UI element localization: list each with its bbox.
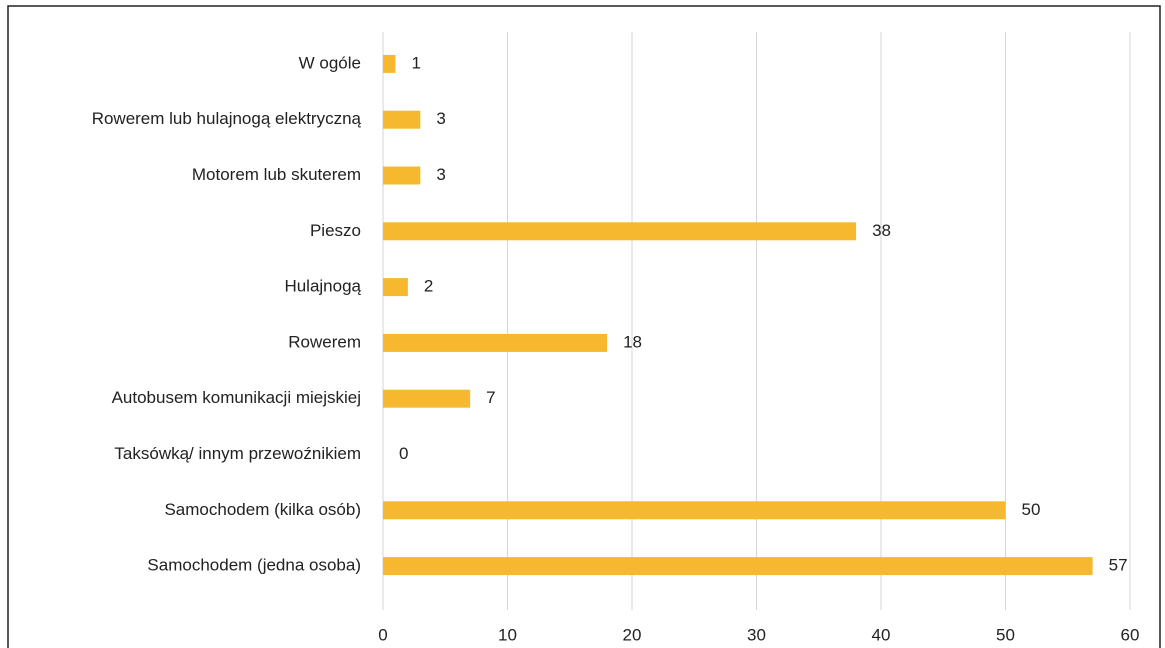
data-label: 3 — [436, 109, 445, 128]
data-label: 7 — [486, 388, 495, 407]
bar — [383, 110, 421, 129]
bar — [383, 333, 608, 352]
data-label: 57 — [1109, 556, 1128, 575]
y-tick-label: Autobusem komunikacji miejskiej — [112, 388, 361, 407]
data-label: 18 — [623, 332, 642, 351]
x-tick-label: 30 — [747, 625, 766, 644]
x-tick-label: 40 — [872, 625, 891, 644]
bar — [383, 166, 421, 185]
y-tick-label: Hulajnogą — [284, 277, 361, 296]
chart-frame — [7, 5, 1161, 648]
bar — [383, 557, 1093, 576]
y-tick-label: Samochodem (kilka osób) — [164, 500, 361, 519]
data-label: 1 — [411, 53, 420, 72]
data-label: 2 — [424, 277, 433, 296]
y-tick-label: Rowerem — [288, 332, 361, 351]
data-label: 50 — [1022, 500, 1041, 519]
y-tick-label: Samochodem (jedna osoba) — [147, 556, 361, 575]
x-tick-label: 60 — [1121, 625, 1140, 644]
data-label: 0 — [399, 444, 408, 463]
data-label: 38 — [872, 221, 891, 240]
y-tick-label: W ogóle — [299, 53, 361, 72]
bar — [383, 501, 1006, 520]
x-tick-label: 10 — [498, 625, 517, 644]
x-tick-label: 0 — [378, 625, 387, 644]
y-tick-label: Rowerem lub hulajnogą elektryczną — [92, 109, 362, 128]
bar — [383, 278, 408, 297]
data-label: 3 — [436, 165, 445, 184]
bar — [383, 222, 857, 241]
x-tick-label: 20 — [623, 625, 642, 644]
y-tick-label: Motorem lub skuterem — [192, 165, 361, 184]
x-tick-label: 50 — [996, 625, 1015, 644]
bar — [383, 389, 471, 408]
y-tick-label: Pieszo — [310, 221, 361, 240]
y-tick-label: Taksówką/ innym przewoźnikiem — [114, 444, 361, 463]
bar — [383, 54, 396, 73]
